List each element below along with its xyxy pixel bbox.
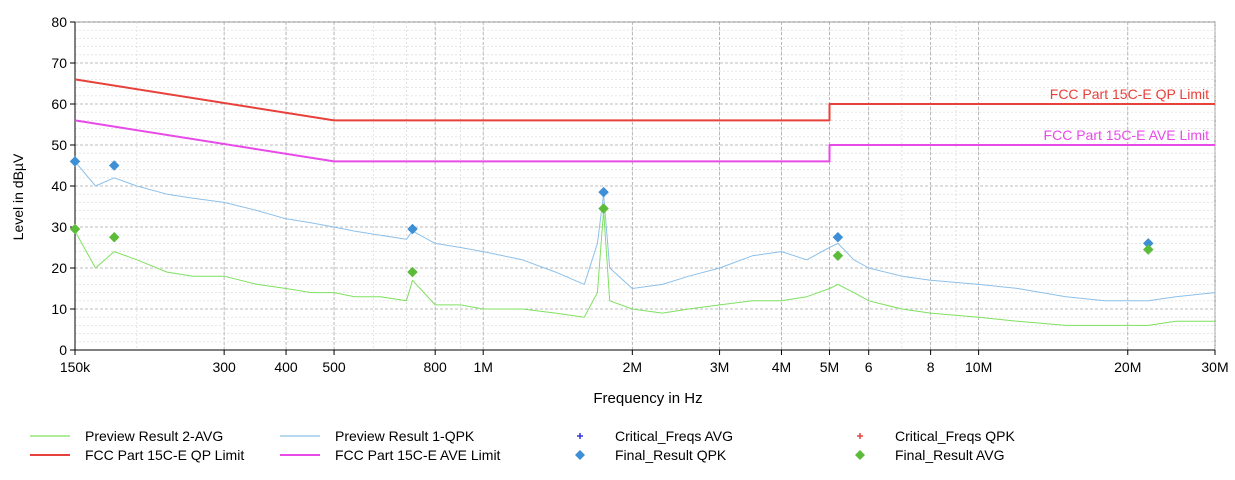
legend: Preview Result 2-AVG Preview Result 1-QPK… [30, 428, 1015, 463]
x-tick-label: 3M [710, 359, 729, 375]
marker-layer [69, 156, 1154, 278]
y-tick-label: 0 [59, 342, 67, 358]
legend-label: Final_Result QPK [615, 447, 727, 463]
y-tick-label: 50 [51, 137, 67, 153]
x-axis-label: Frequency in Hz [593, 390, 702, 407]
x-tick-label: 500 [322, 359, 346, 375]
y-tick-label: 40 [51, 178, 67, 194]
data-point [1142, 244, 1154, 255]
y-tick-label: 70 [51, 55, 67, 71]
y-tick-label: 30 [51, 219, 67, 235]
y-tick-label: 60 [51, 96, 67, 112]
x-tick-label: 1M [473, 359, 492, 375]
x-tick-label: 4M [772, 359, 791, 375]
data-point [598, 186, 609, 198]
y-tick-label: 20 [51, 260, 67, 276]
data-point [69, 156, 81, 167]
y-tick-label: 80 [51, 14, 67, 30]
legend-swatch [575, 450, 585, 460]
series-line [74, 78, 1215, 122]
legend-label: Final_Result AVG [895, 447, 1004, 463]
legend-label: FCC Part 15C-E AVE Limit [335, 447, 501, 463]
data-point [832, 231, 844, 243]
annotation-layer: FCC Part 15C-E QP Limit FCC Part 15C-E AV… [1044, 86, 1210, 143]
data-point [407, 223, 418, 235]
x-tick-label: 8 [927, 359, 935, 375]
y-tick-label: 10 [51, 301, 67, 317]
x-tick-label: 2M [623, 359, 642, 375]
data-point [832, 250, 844, 262]
legend-label: Preview Result 2-AVG [85, 428, 223, 444]
x-tick-label: 300 [212, 359, 236, 375]
legend-label: Preview Result 1-QPK [335, 428, 475, 444]
legend-swatch [855, 450, 865, 460]
data-point [598, 203, 609, 214]
limit-annotation: FCC Part 15C-E QP Limit [1050, 86, 1209, 102]
x-tick-label: 800 [423, 359, 447, 375]
legend-label: Critical_Freqs QPK [895, 428, 1015, 444]
x-tick-label: 150k [60, 359, 91, 375]
x-tick-label: 5M [820, 359, 839, 375]
x-tick-label: 10M [965, 359, 992, 375]
legend-label: Critical_Freqs AVG [615, 428, 733, 444]
series-line [74, 119, 1215, 163]
data-point [407, 266, 418, 278]
x-tick-label: 30M [1201, 359, 1228, 375]
legend-label: FCC Part 15C-E QP Limit [85, 447, 244, 463]
data-point [108, 160, 120, 171]
y-axis-label: Level in dBµV [10, 153, 26, 240]
x-tick-label: 400 [274, 359, 298, 375]
limit-annotation: FCC Part 15C-E AVE Limit [1044, 127, 1210, 143]
data-point [69, 223, 81, 235]
data-point [108, 231, 120, 243]
x-tick-label: 20M [1114, 359, 1141, 375]
x-tick-label: 6 [865, 359, 873, 375]
grid-layer [74, 21, 1216, 351]
axis-layer: 0 10 20 30 40 50 60 70 80 150k 300 400 500 800 1M 2M 3M 4… [51, 14, 1228, 375]
